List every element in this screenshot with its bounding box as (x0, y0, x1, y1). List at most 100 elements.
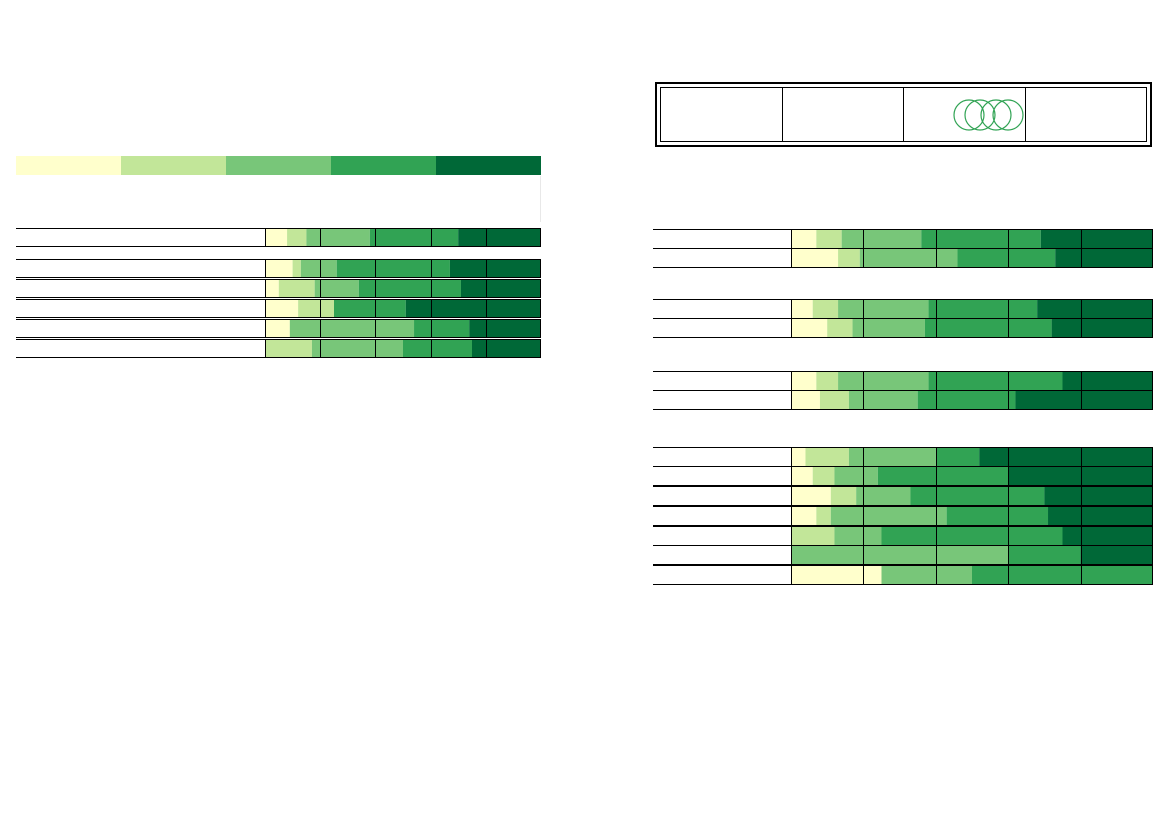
bar-segment (935, 448, 980, 466)
bar-segment (414, 320, 470, 337)
bar-segment (917, 391, 1016, 409)
bar-segment (469, 320, 541, 337)
bar-segment (881, 566, 972, 584)
bar-segment (881, 527, 1063, 545)
bar-segment (791, 372, 817, 390)
bar-segment (856, 487, 911, 505)
header-cell-2 (783, 88, 904, 141)
bar-segment (1062, 372, 1153, 390)
bar-segment (827, 319, 853, 337)
interlocking-rings-icon (953, 99, 1024, 131)
bar-segment (830, 507, 947, 525)
bar-segment (300, 260, 337, 277)
bar-segment (816, 230, 842, 248)
bar-segment (852, 319, 925, 337)
legend-swatch-5 (436, 156, 541, 175)
bar-segment (830, 487, 857, 505)
legend-swatch-2 (121, 156, 226, 175)
bar-segment (957, 249, 1056, 267)
bar-segment (910, 487, 1045, 505)
bar-segment (287, 229, 307, 246)
bar-segment (1040, 230, 1153, 248)
bar-segment (791, 566, 882, 584)
legend-swatch-4 (331, 156, 436, 175)
bar-segment (791, 319, 828, 337)
bar-segment (1015, 391, 1153, 409)
legend-divider (540, 176, 541, 222)
bar-segment (1044, 487, 1153, 505)
header-cell-3 (904, 88, 1026, 141)
bar-segment (298, 300, 334, 317)
bar-segment (458, 229, 541, 246)
bar-segment (1008, 546, 1081, 564)
bar-segment (1037, 300, 1153, 318)
header-cell-1 (661, 88, 783, 141)
legend-swatch-3 (226, 156, 331, 175)
bar-segment (1080, 546, 1153, 564)
bar-segment (292, 260, 301, 277)
bar-segment (816, 507, 831, 525)
bar-segment (311, 340, 403, 357)
bar-segment (791, 467, 813, 485)
bar-segment (848, 448, 936, 466)
bar-segment (405, 300, 541, 317)
bar-segment (472, 340, 541, 357)
bar-segment (812, 300, 839, 318)
bar-segment (791, 487, 831, 505)
color-scale-legend (16, 156, 541, 175)
bar-segment (791, 300, 813, 318)
bar-segment (1055, 249, 1153, 267)
bar-segment (972, 566, 1153, 584)
bar-segment (791, 507, 817, 525)
bar-segment (791, 546, 1009, 564)
bar-segment (369, 229, 459, 246)
bar-segment (449, 260, 541, 277)
bar-segment (946, 507, 1049, 525)
legend-swatch-1 (16, 156, 121, 175)
bar-segment (265, 280, 279, 297)
bar-segment (834, 467, 878, 485)
bar-segment (841, 230, 922, 248)
bar-segment (819, 391, 849, 409)
bar-segment (265, 300, 299, 317)
bar-segment (358, 280, 461, 297)
bar-segment (924, 319, 1052, 337)
bar-segment (838, 372, 929, 390)
bar-segment (791, 448, 806, 466)
bar-segment (921, 230, 1041, 248)
bar-segment (791, 230, 817, 248)
bar-segment (1048, 507, 1153, 525)
bar-segment (834, 527, 882, 545)
header-table-inner (660, 87, 1147, 142)
bar-segment (838, 249, 860, 267)
bar-segment (805, 448, 849, 466)
header-table (655, 82, 1152, 147)
bar-segment (979, 448, 1153, 466)
bar-segment (1062, 527, 1153, 545)
bar-segment (336, 260, 450, 277)
bar-segment (791, 391, 820, 409)
bar-segment (928, 372, 1063, 390)
bar-segment (848, 391, 918, 409)
bar-segment (265, 340, 312, 357)
bar-segment (1008, 467, 1153, 485)
bar-segment (1051, 319, 1153, 337)
bar-segment (877, 467, 1009, 485)
bar-segment (812, 467, 835, 485)
bar-segment (314, 280, 359, 297)
bar-segment (791, 249, 839, 267)
bar-segment (265, 320, 290, 337)
bar-segment (791, 527, 835, 545)
bar-segment (460, 280, 541, 297)
bar-segment (816, 372, 839, 390)
bar-segment (838, 300, 929, 318)
bar-segment (265, 229, 288, 246)
bar-segment (265, 260, 293, 277)
bar-segment (928, 300, 1038, 318)
bar-segment (403, 340, 472, 357)
bar-segment (278, 280, 315, 297)
bar-segment (306, 229, 370, 246)
bar-segment (334, 300, 406, 317)
